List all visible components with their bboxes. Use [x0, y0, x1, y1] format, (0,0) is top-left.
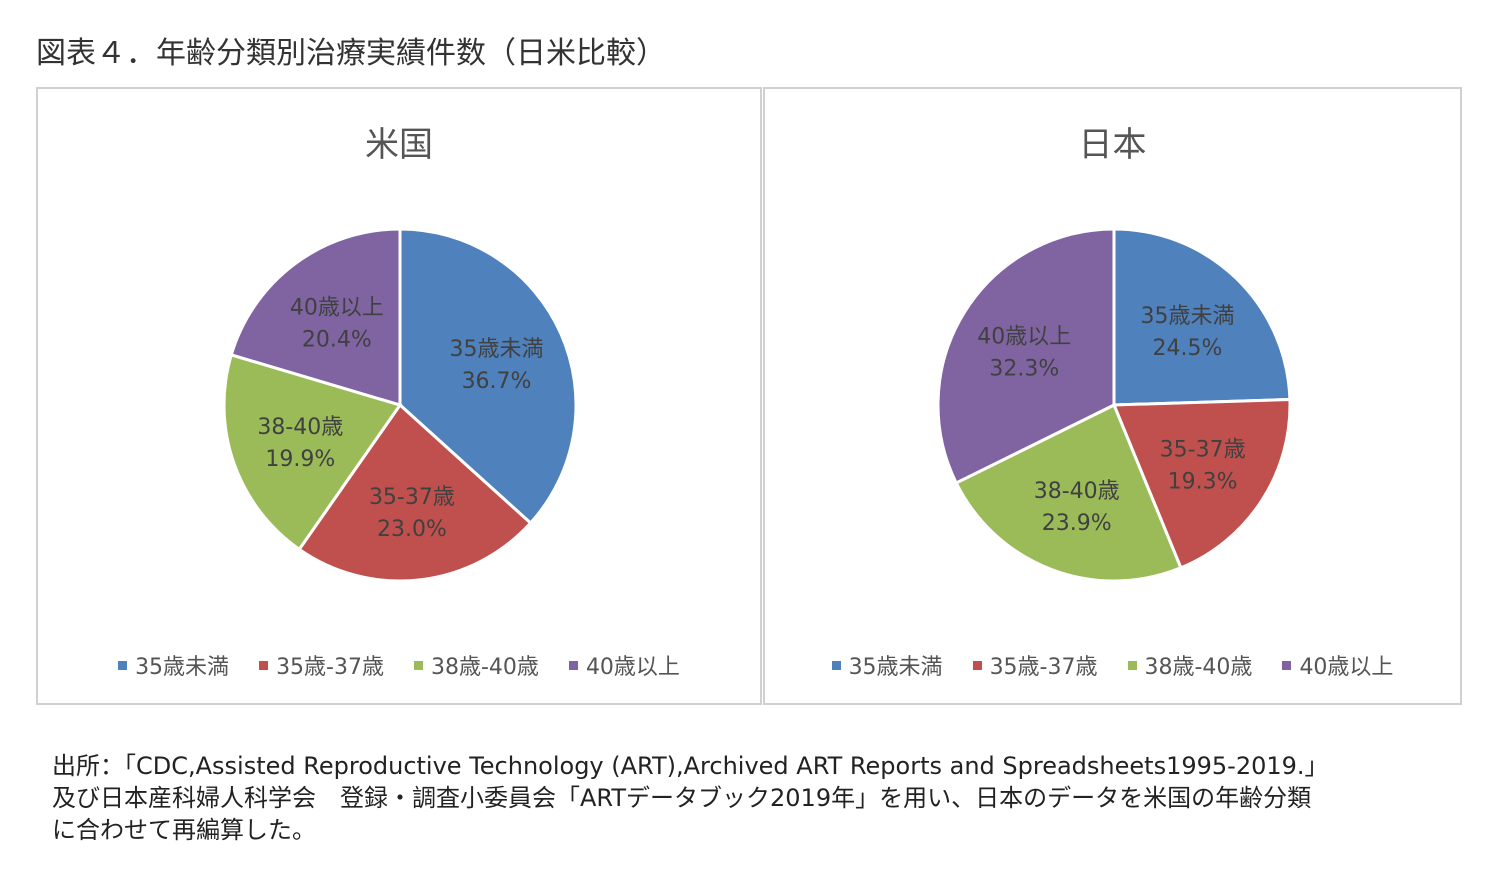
- chart-title: 米国: [365, 125, 433, 165]
- legend-entry: 35歳未満: [118, 649, 229, 681]
- source-note: 出所：「CDC,Assisted Reproductive Technology…: [52, 750, 1472, 846]
- pie-chart-us: 35歳未満 36.7% 35-37歳 23.0% 38-40歳 19.9% 40歳以上 20.…: [222, 227, 578, 583]
- pie-slice: [954, 402, 1183, 583]
- slice-label: 40歳以上: [290, 295, 384, 320]
- pie-slice: [936, 227, 1116, 485]
- legend-entry: 38歳-40歳: [414, 649, 539, 681]
- slice-label: 35歳未満: [450, 337, 544, 362]
- source-line: に合わせて再編算した。: [52, 816, 316, 844]
- legend-label: 35歳未満: [848, 655, 943, 680]
- slice-value-label: 23.9%: [1042, 511, 1112, 536]
- legend: 35歳未満 35歳-37歳 38歳-40歳 40歳以上: [765, 649, 1460, 681]
- legend-entry: 35歳未満: [831, 649, 943, 681]
- source-line: 出所：「CDC,Assisted Reproductive Technology…: [52, 752, 1329, 780]
- legend-swatch: [831, 660, 841, 670]
- chart-title: 日本: [1078, 125, 1147, 165]
- slice-label: 35-37歳: [1160, 437, 1246, 462]
- slice-value-label: 36.7%: [462, 369, 532, 394]
- legend-swatch: [414, 660, 423, 670]
- slice-value-label: 20.4%: [302, 327, 372, 352]
- pie-slice: [229, 227, 402, 408]
- legend-entry: 35歳-37歳: [259, 649, 384, 681]
- legend-swatch: [259, 660, 269, 670]
- legend-entry: 40歳以上: [568, 649, 680, 681]
- legend-label: 38歳-40歳: [431, 655, 539, 680]
- legend-swatch: [972, 660, 982, 670]
- pie-slice: [398, 227, 578, 526]
- legend-swatch: [568, 660, 578, 670]
- pie-slice: [1112, 227, 1292, 407]
- pie-slice: [297, 402, 533, 583]
- slice-value-label: 19.9%: [265, 447, 335, 472]
- slice-label: 35-37歳: [369, 485, 455, 510]
- chart-panel-us: 米国 35歳未満 36.7% 35-37歳 23.0% 38-40歳 19.9% 40歳以上…: [36, 87, 762, 705]
- legend-label: 35歳未満: [135, 655, 230, 680]
- legend-swatch: [1282, 660, 1292, 670]
- legend: 35歳未満 35歳-37歳 38歳-40歳 40歳以上: [38, 649, 760, 681]
- legend-entry: 38歳-40歳: [1127, 649, 1253, 681]
- slice-label: 40歳以上: [977, 324, 1071, 349]
- slice-label: 38-40歳: [1034, 479, 1120, 504]
- source-line: 及び日本産科婦人科学会 登録・調査小委員会「ARTデータブック2019年」を用い…: [52, 784, 1312, 812]
- legend-entry: 40歳以上: [1282, 649, 1393, 681]
- figure-title: 図表４．年齢分類別治療実績件数（日米比較）: [36, 36, 666, 71]
- slice-value-label: 19.3%: [1168, 469, 1238, 494]
- legend-swatch: [118, 660, 128, 670]
- pie-chart-jp: 35歳未満 24.5% 35-37歳 19.3% 38-40歳 23.9% 40歳以上 32.…: [936, 227, 1292, 583]
- legend-label: 35歳-37歳: [989, 655, 1098, 680]
- chart-panel-jp: 日本 35歳未満 24.5% 35-37歳 19.3% 38-40歳 23.9% 40歳以上…: [763, 87, 1462, 705]
- legend-label: 40歳以上: [1299, 655, 1394, 680]
- slice-value-label: 23.0%: [377, 517, 447, 542]
- slice-value-label: 24.5%: [1153, 336, 1223, 361]
- slice-label: 38-40歳: [257, 415, 343, 440]
- legend-label: 38歳-40歳: [1144, 655, 1253, 680]
- pie-slice: [1111, 397, 1292, 570]
- slice-label: 35歳未満: [1140, 304, 1234, 329]
- legend-label: 40歳以上: [585, 655, 680, 680]
- pie-slice: [222, 352, 403, 552]
- legend-label: 35歳-37歳: [276, 655, 384, 680]
- legend-entry: 35歳-37歳: [972, 649, 1098, 681]
- slice-value-label: 32.3%: [989, 356, 1059, 381]
- legend-swatch: [1127, 660, 1137, 670]
